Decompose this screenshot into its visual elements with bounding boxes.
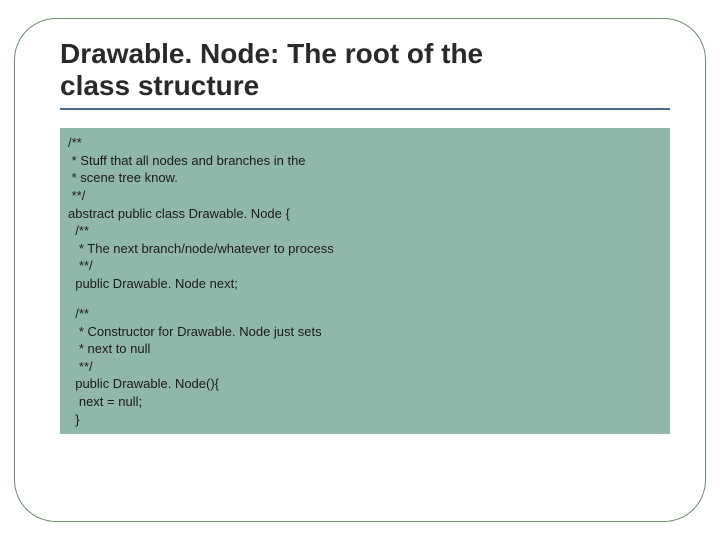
code-line: **/ — [68, 257, 662, 275]
code-line: * The next branch/node/whatever to proce… — [68, 240, 662, 258]
code-line: * scene tree know. — [68, 169, 662, 187]
blank-line — [68, 292, 662, 305]
code-block: /** * Stuff that all nodes and branches … — [60, 128, 670, 434]
code-line: **/ — [68, 187, 662, 205]
title-line-1: Drawable. Node: The root of the — [60, 38, 483, 69]
code-line: **/ — [68, 358, 662, 376]
code-line: public Drawable. Node next; — [68, 275, 662, 293]
code-line: /** — [68, 305, 662, 323]
slide-title: Drawable. Node: The root of the class st… — [60, 38, 670, 110]
code-line: /** — [68, 222, 662, 240]
code-line: next = null; — [68, 393, 662, 411]
code-line: } — [68, 411, 662, 429]
title-line-2: class structure — [60, 70, 259, 101]
code-line: * Stuff that all nodes and branches in t… — [68, 152, 662, 170]
code-line: * next to null — [68, 340, 662, 358]
code-line: /** — [68, 134, 662, 152]
code-line: abstract public class Drawable. Node { — [68, 205, 662, 223]
slide-content: Drawable. Node: The root of the class st… — [60, 38, 670, 434]
code-line: public Drawable. Node(){ — [68, 375, 662, 393]
code-line: * Constructor for Drawable. Node just se… — [68, 323, 662, 341]
